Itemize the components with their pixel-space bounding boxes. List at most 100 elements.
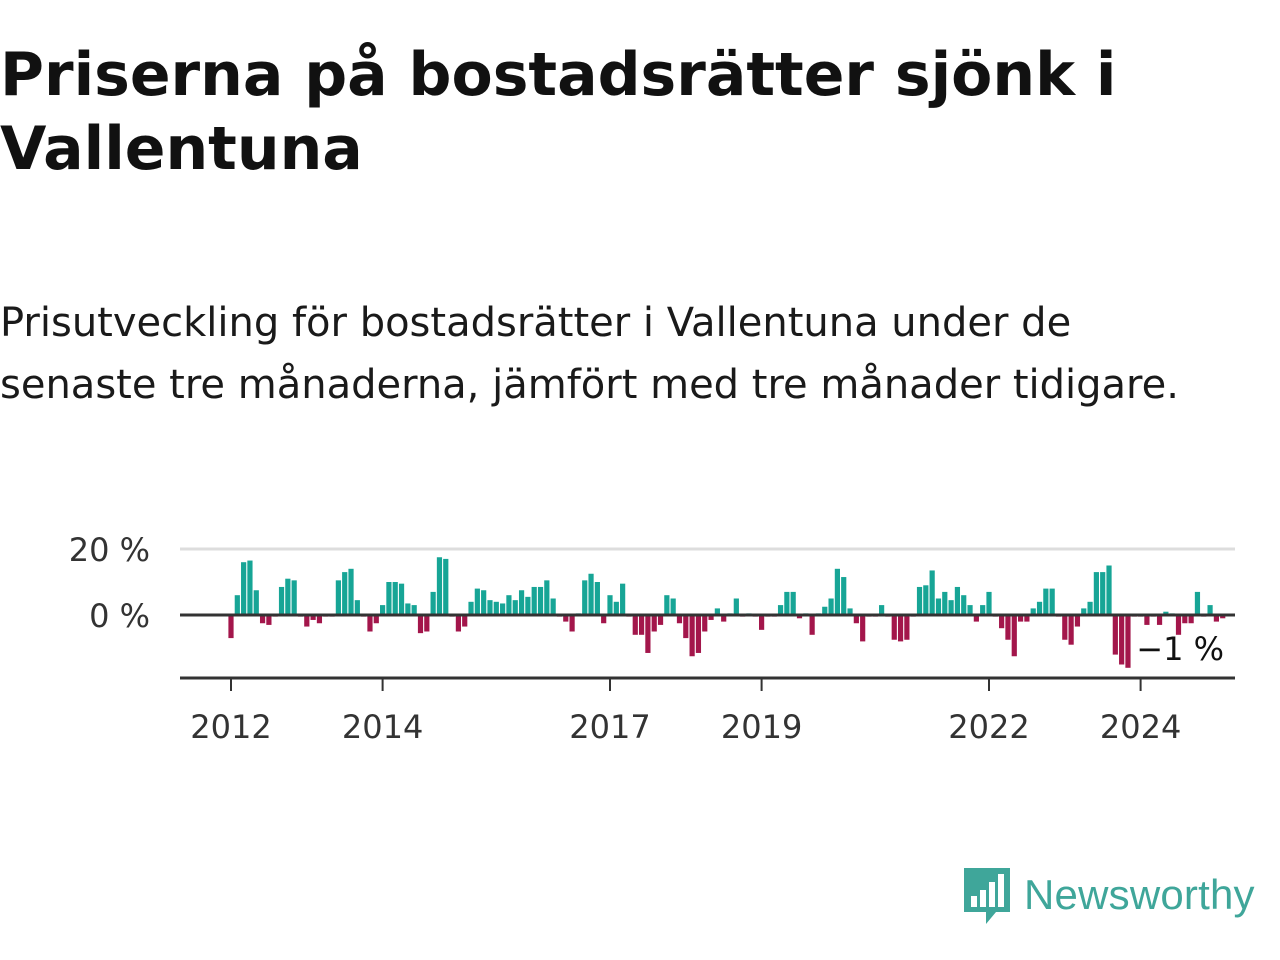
bar xyxy=(1144,615,1150,625)
bar xyxy=(1043,588,1049,615)
bar xyxy=(443,558,449,615)
bar xyxy=(942,591,948,615)
bar xyxy=(234,595,240,615)
bar xyxy=(1087,601,1093,615)
bar xyxy=(670,598,676,615)
bar xyxy=(373,615,379,624)
bar xyxy=(291,580,297,615)
bar xyxy=(632,615,638,635)
bar xyxy=(1106,565,1112,615)
label-layer: 0 % 20 % 2012 2014 2017 2019 2022 2024 −1 % xyxy=(69,531,1224,746)
bar xyxy=(828,598,834,615)
bar xyxy=(342,572,348,615)
bar xyxy=(954,586,961,615)
bar xyxy=(380,605,386,615)
bar xyxy=(304,615,310,627)
bar xyxy=(1163,611,1169,615)
bar xyxy=(266,615,272,625)
x-tick-label: 2024 xyxy=(1100,708,1181,746)
bar xyxy=(689,615,695,657)
bar xyxy=(841,577,847,615)
bar xyxy=(594,582,600,615)
bar xyxy=(986,591,992,615)
y-tick-label: 20 % xyxy=(69,531,150,569)
bar xyxy=(1220,615,1226,619)
bar xyxy=(708,615,714,620)
bar xyxy=(525,596,531,615)
bar xyxy=(1024,615,1030,622)
bar xyxy=(531,586,537,615)
bar xyxy=(259,615,266,624)
bar xyxy=(455,615,461,632)
bar xyxy=(657,615,664,625)
bar xyxy=(253,590,259,615)
bar xyxy=(645,615,651,653)
newsworthy-logo: Newsworthy xyxy=(962,862,1280,928)
bar xyxy=(948,600,954,615)
bar xyxy=(493,601,499,615)
bar xyxy=(335,580,341,615)
axis-layer xyxy=(180,613,1235,691)
bar xyxy=(436,557,443,615)
bar xyxy=(759,615,765,630)
bar xyxy=(676,615,683,624)
newsworthy-logo-text: Newsworthy xyxy=(1024,871,1255,918)
bar xyxy=(613,601,619,615)
bar xyxy=(247,560,253,615)
bar xyxy=(601,615,607,624)
bar xyxy=(474,588,480,615)
bar xyxy=(607,595,613,615)
bar xyxy=(1119,615,1125,665)
bar xyxy=(822,606,828,615)
bar xyxy=(512,600,518,615)
bar xyxy=(1093,572,1099,615)
bar xyxy=(430,591,436,615)
x-tick-label: 2012 xyxy=(190,708,271,746)
bar xyxy=(923,585,929,615)
last-value-annotation: −1 % xyxy=(1136,630,1224,668)
bar xyxy=(1005,615,1011,640)
bar xyxy=(796,615,803,619)
bar xyxy=(897,615,904,642)
bar xyxy=(367,615,373,632)
bar xyxy=(695,615,702,653)
bar xyxy=(784,591,790,615)
bar xyxy=(544,580,550,615)
bar xyxy=(860,615,866,642)
bar xyxy=(1068,615,1074,645)
bar xyxy=(405,603,411,615)
bar xyxy=(1062,615,1068,640)
bar xyxy=(721,615,727,622)
bar xyxy=(935,598,942,615)
bar xyxy=(834,568,840,615)
x-tick-label: 2022 xyxy=(948,708,1029,746)
bar xyxy=(904,615,910,640)
bar xyxy=(651,615,657,632)
bar xyxy=(582,580,588,615)
bar xyxy=(853,615,859,624)
bar xyxy=(506,595,512,615)
bar xyxy=(1213,615,1219,622)
bar xyxy=(348,568,354,615)
bar xyxy=(1036,601,1043,615)
x-tick-label: 2019 xyxy=(721,708,802,746)
bar xyxy=(569,615,575,632)
bars-layer xyxy=(228,557,1226,668)
bar xyxy=(1100,572,1106,615)
bar xyxy=(638,615,645,635)
bar xyxy=(500,603,506,615)
bar xyxy=(354,600,360,615)
bar xyxy=(1081,608,1087,615)
bar xyxy=(683,615,689,639)
bar xyxy=(1049,588,1055,615)
bar xyxy=(1112,615,1118,655)
bar xyxy=(1194,591,1201,615)
bar xyxy=(550,598,556,615)
bar xyxy=(316,615,323,624)
bar-chart: 0 % 20 % 2012 2014 2017 2019 2022 2024 −1 % xyxy=(69,531,1235,746)
bar xyxy=(967,605,973,615)
chart-title: Priserna på bostadsrätter sjönk i Vallen… xyxy=(0,40,1117,184)
x-tick-label: 2014 xyxy=(342,708,423,746)
bar xyxy=(929,570,935,615)
bar xyxy=(417,615,424,634)
